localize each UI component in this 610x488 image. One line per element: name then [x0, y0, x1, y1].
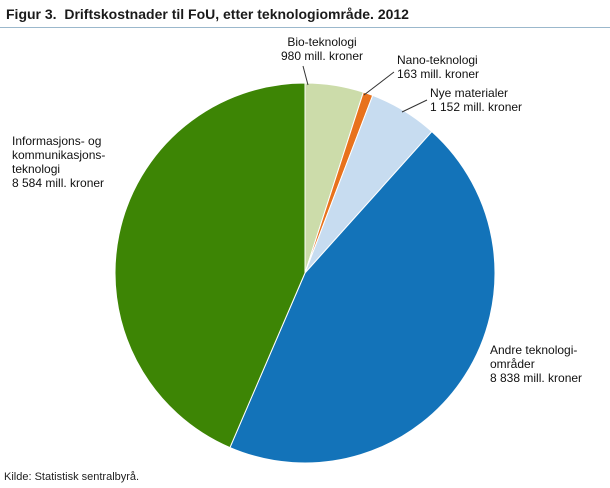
callout-nye-materialer: Nye materialer 1 152 mill. kroner: [430, 86, 523, 114]
callout-informasjons-og-kommunikasjonsteknologi: Informasjons- og kommunikasjons- teknolo…: [12, 134, 106, 190]
source-note: Kilde: Statistisk sentralbyrå.: [4, 471, 140, 483]
pie-slice-informasjons-og-kommunikasjonsteknologi: [114, 82, 306, 449]
leader-line-bio-teknologi: [302, 65, 309, 86]
callout-bio-teknologi: Bio-teknologi 980 mill. kroner: [280, 35, 364, 63]
leader-line-nano-teknologi: [363, 71, 395, 96]
leader-line-nye-materialer: [401, 99, 428, 113]
callout-andre-teknologiomrader: Andre teknologi- områder 8 838 mill. kro…: [490, 343, 583, 385]
callout-nano-teknologi: Nano-teknologi 163 mill. kroner: [397, 53, 480, 81]
pie-slices: [114, 82, 496, 464]
leader-lines: [302, 65, 428, 113]
figure-title: Figur 3. Driftskostnader til FoU, etter …: [6, 6, 409, 22]
pie-slice-andre-teknologiomrader: [229, 131, 496, 464]
title-divider: [0, 27, 610, 28]
